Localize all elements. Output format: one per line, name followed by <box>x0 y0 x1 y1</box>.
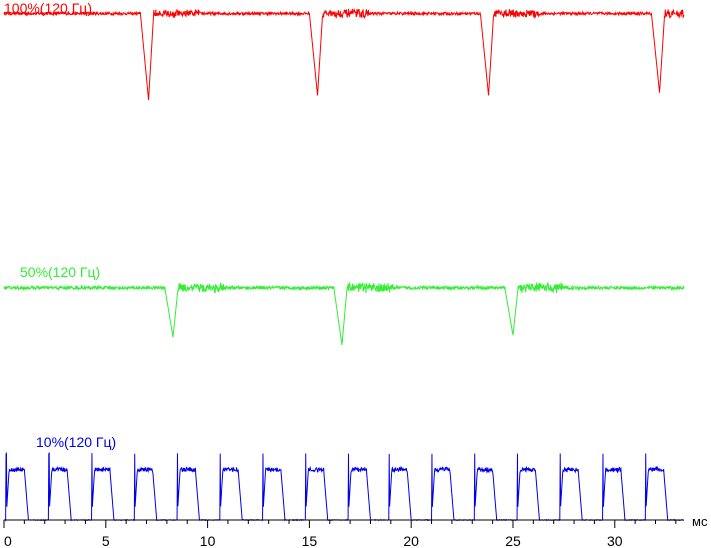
x-tick-label: 30 <box>607 533 623 548</box>
x-tick-label: 5 <box>102 533 110 548</box>
series-trace-1 <box>3 281 685 346</box>
x-tick-label: 0 <box>4 533 12 548</box>
x-unit-label: мс <box>692 514 708 529</box>
x-tick-label: 10 <box>200 533 216 548</box>
x-tick-label: 25 <box>505 533 521 548</box>
series-trace-0 <box>3 7 685 101</box>
x-tick-label: 20 <box>403 533 419 548</box>
series-trace-2 <box>3 451 685 522</box>
series-label-50: 50%(120 Гц) <box>20 264 101 280</box>
x-tick-label: 15 <box>302 533 318 548</box>
series-label-10: 10%(120 Гц) <box>36 434 117 450</box>
x-axis: 0 5 10 15 20 25 30 мс <box>3 514 708 548</box>
series-label-100: 100%(120 Гц) <box>4 0 92 16</box>
